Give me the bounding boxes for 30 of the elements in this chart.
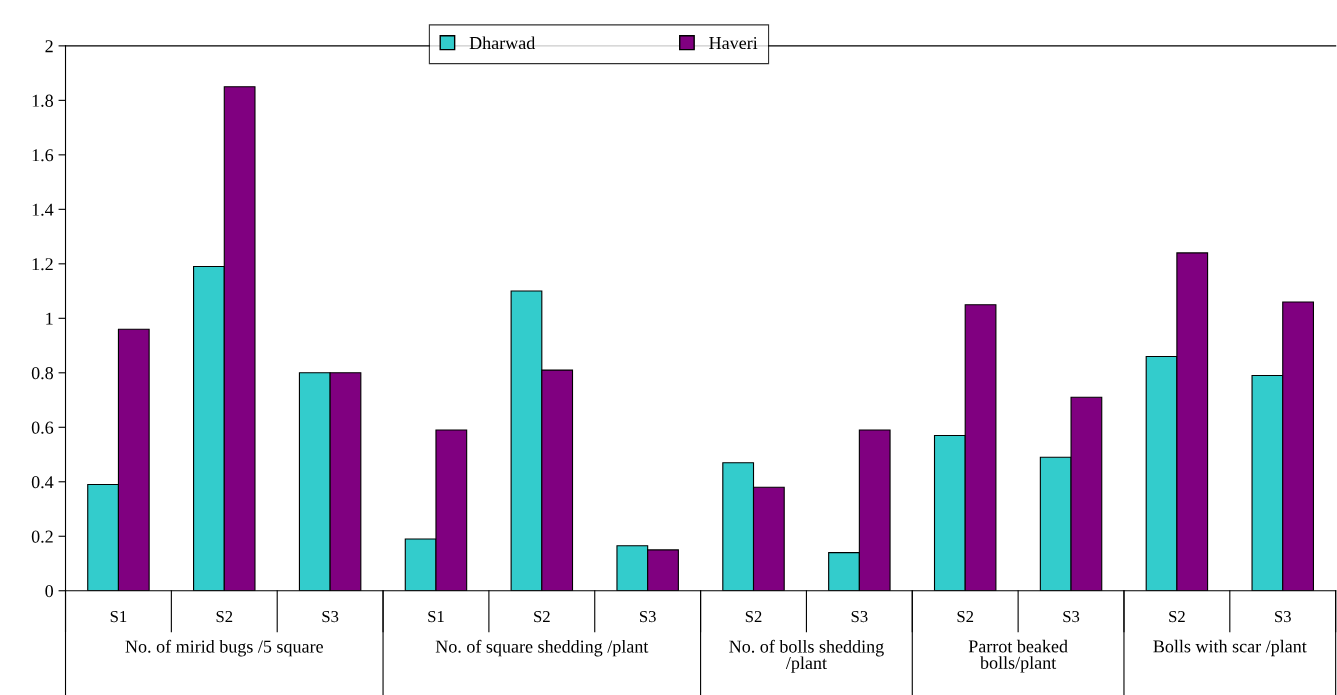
text: No. of square shedding /plant <box>435 639 649 657</box>
y-tick-label: 0.8 <box>31 367 54 380</box>
x-tick-label: S3 <box>1063 610 1080 623</box>
y-tick-label: 1.2 <box>32 258 53 271</box>
text: No. of mirid bugs /5 square <box>125 639 323 657</box>
text: Bolls with scar /plant <box>1153 639 1307 657</box>
x-tick-label: S3 <box>1275 610 1291 623</box>
x-tick-label: S1 <box>428 610 444 623</box>
y-tick-label: 0 <box>45 585 54 598</box>
y-tick-label: 0.2 <box>31 530 53 543</box>
x-tick-label: S2 <box>745 610 762 623</box>
y-tick-label: 1.4 <box>32 203 54 216</box>
x-tick-label: S2 <box>216 610 233 623</box>
y-tick-label: 1.6 <box>32 149 54 162</box>
x-tick-label: S2 <box>1169 610 1185 623</box>
x-tick-label: S2 <box>957 610 974 623</box>
legend-label: Dharwad <box>469 36 536 50</box>
legend-label: Haveri <box>709 36 758 50</box>
y-tick-label: 1.8 <box>32 94 54 107</box>
y-tick-label: 0.6 <box>31 421 54 434</box>
text: No. of bolls shedding /plant <box>729 639 884 673</box>
x-tick-label: S2 <box>534 610 550 623</box>
text: Parrot beaked bolls/plant <box>968 639 1068 673</box>
x-tick-label: S3 <box>639 610 656 623</box>
y-tick-label: 0.4 <box>31 476 54 489</box>
y-tick-label: 1 <box>46 312 53 325</box>
x-tick-label: S3 <box>851 610 868 623</box>
x-tick-label: S3 <box>322 610 339 623</box>
x-tick-label: S1 <box>110 610 127 623</box>
y-tick-label: 2 <box>45 40 53 53</box>
